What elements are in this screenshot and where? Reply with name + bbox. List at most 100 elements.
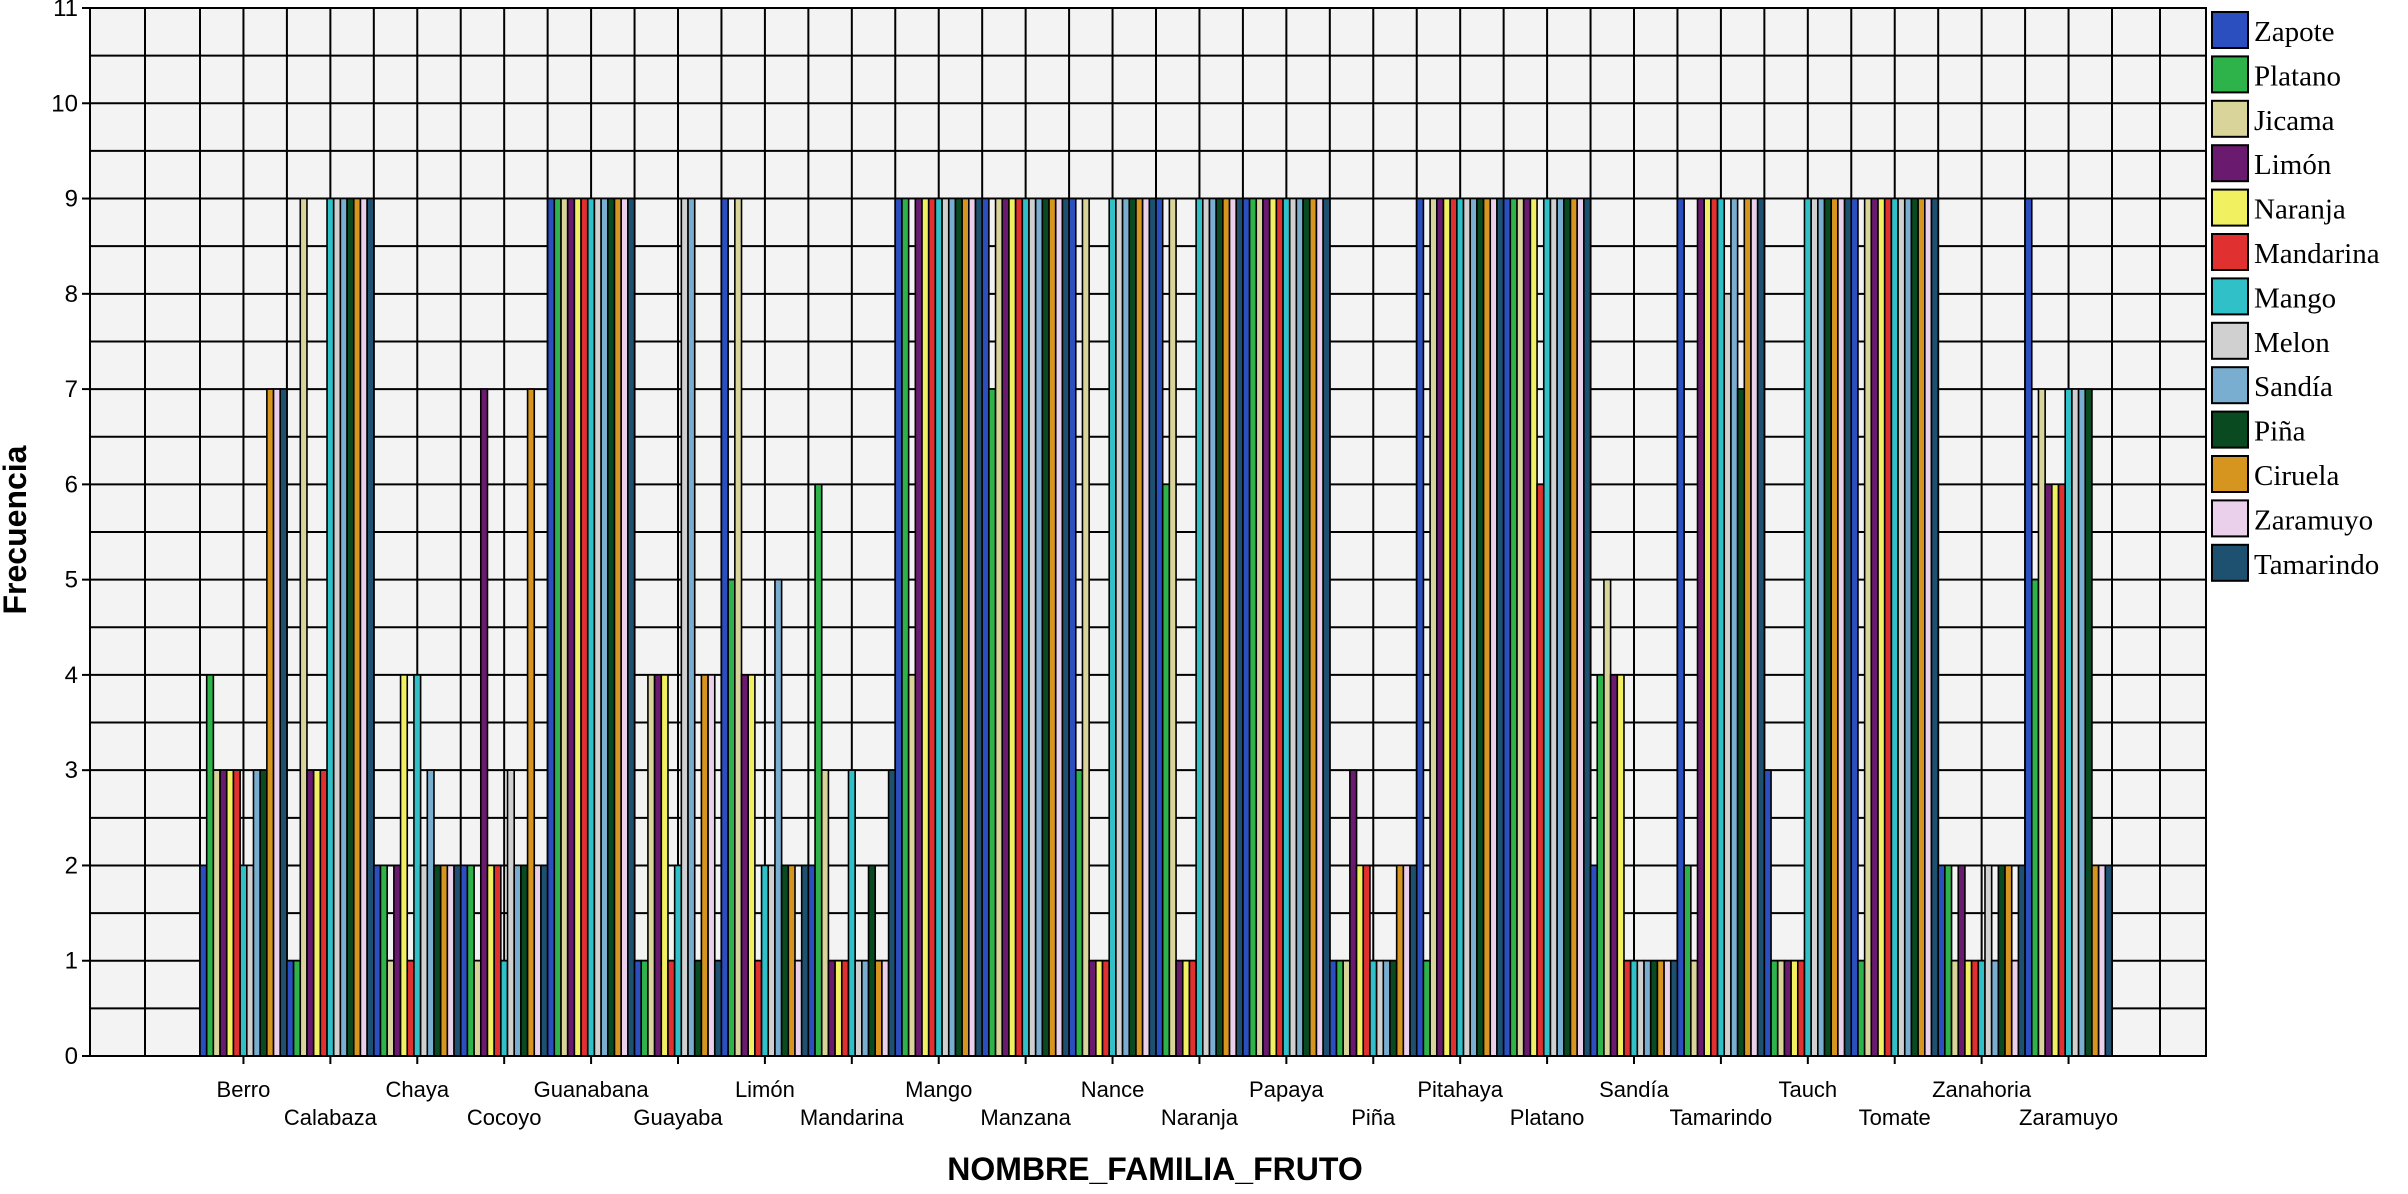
x-category-label: Piña bbox=[1351, 1105, 1396, 1130]
bar bbox=[927, 197, 937, 1057]
bar bbox=[1155, 197, 1164, 1057]
bar bbox=[660, 674, 669, 1057]
bar bbox=[232, 769, 241, 1057]
bar bbox=[1395, 864, 1405, 1057]
bar bbox=[1362, 864, 1371, 1057]
bar bbox=[1482, 197, 1492, 1057]
legend-label: Ciruela bbox=[2254, 460, 2339, 492]
y-tick-label: 7 bbox=[65, 376, 78, 403]
bar bbox=[914, 197, 923, 1057]
bar bbox=[1141, 197, 1151, 1057]
bar bbox=[1576, 197, 1585, 1057]
bar bbox=[1262, 197, 1271, 1057]
bar bbox=[1181, 959, 1191, 1057]
bar bbox=[740, 674, 750, 1057]
x-category-label: Guayaba bbox=[633, 1105, 723, 1130]
bar bbox=[2071, 388, 2080, 1057]
bar bbox=[627, 197, 636, 1057]
bar bbox=[1897, 197, 1906, 1057]
bar bbox=[760, 864, 770, 1057]
bar bbox=[954, 197, 963, 1057]
bar bbox=[1188, 959, 1197, 1057]
bar bbox=[586, 197, 596, 1057]
bar bbox=[1803, 197, 1812, 1057]
bar bbox=[1222, 197, 1231, 1057]
bar bbox=[1275, 197, 1284, 1057]
bar bbox=[1308, 197, 1318, 1057]
legend-swatch bbox=[2211, 144, 2249, 183]
bar bbox=[620, 197, 629, 1057]
bar bbox=[1462, 197, 1472, 1057]
bar bbox=[1255, 197, 1264, 1057]
bar bbox=[1636, 959, 1645, 1057]
bar bbox=[934, 197, 943, 1057]
bar bbox=[1288, 197, 1298, 1057]
bar bbox=[867, 864, 877, 1057]
bar bbox=[1456, 197, 1465, 1057]
bar bbox=[1442, 197, 1451, 1057]
bar bbox=[1796, 959, 1806, 1057]
bar bbox=[713, 959, 723, 1057]
bar bbox=[205, 674, 215, 1057]
bar bbox=[1375, 959, 1385, 1057]
bar bbox=[727, 578, 736, 1057]
bar bbox=[1930, 197, 1939, 1057]
bar bbox=[252, 769, 261, 1057]
bar bbox=[1335, 959, 1344, 1057]
bar bbox=[553, 197, 562, 1057]
bar bbox=[1215, 197, 1224, 1057]
bar bbox=[1476, 197, 1485, 1057]
bar bbox=[1382, 959, 1391, 1057]
bar bbox=[473, 959, 482, 1057]
bar bbox=[2024, 197, 2033, 1057]
bar bbox=[379, 864, 388, 1057]
bar bbox=[493, 864, 502, 1057]
bar bbox=[1202, 197, 1211, 1057]
bar bbox=[693, 959, 703, 1057]
bar bbox=[1355, 864, 1365, 1057]
bar bbox=[653, 674, 663, 1057]
bar bbox=[1108, 197, 1117, 1057]
bar bbox=[1843, 197, 1853, 1057]
bar bbox=[1148, 197, 1157, 1057]
bar bbox=[1763, 769, 1772, 1057]
bar bbox=[580, 197, 589, 1057]
bar bbox=[1034, 197, 1044, 1057]
legend-label: Zaramuyo bbox=[2254, 504, 2373, 536]
bar bbox=[560, 197, 569, 1057]
legend-swatch bbox=[2211, 188, 2249, 227]
bar bbox=[266, 388, 275, 1057]
bar bbox=[2051, 483, 2060, 1057]
bar bbox=[907, 674, 917, 1057]
bar bbox=[1469, 197, 1478, 1057]
bar bbox=[306, 769, 315, 1057]
bar bbox=[1649, 959, 1659, 1057]
bar bbox=[1509, 197, 1518, 1057]
y-tick-label: 4 bbox=[65, 662, 78, 689]
bar bbox=[1529, 197, 1538, 1057]
bar bbox=[1542, 197, 1552, 1057]
bar bbox=[1970, 959, 1980, 1057]
bar bbox=[1435, 197, 1445, 1057]
bar bbox=[1870, 197, 1879, 1057]
bar bbox=[446, 864, 455, 1057]
bar bbox=[1823, 197, 1833, 1057]
bar bbox=[2037, 388, 2046, 1057]
legend-swatch bbox=[2211, 55, 2249, 94]
bar bbox=[794, 959, 803, 1057]
bar bbox=[1937, 864, 1946, 1057]
bar bbox=[526, 388, 536, 1057]
legend-label: Platano bbox=[2254, 60, 2341, 92]
bar bbox=[1549, 197, 1558, 1057]
bar bbox=[820, 769, 830, 1057]
legend-swatch bbox=[2211, 99, 2249, 138]
bar bbox=[1984, 864, 1993, 1057]
bar bbox=[1008, 197, 1017, 1057]
bar bbox=[1115, 197, 1124, 1057]
bar bbox=[1095, 959, 1104, 1057]
bar bbox=[1175, 959, 1184, 1057]
legend-swatch bbox=[2211, 233, 2249, 271]
bar bbox=[1489, 197, 1498, 1057]
bar bbox=[640, 959, 649, 1057]
legend-swatch bbox=[2211, 499, 2249, 538]
